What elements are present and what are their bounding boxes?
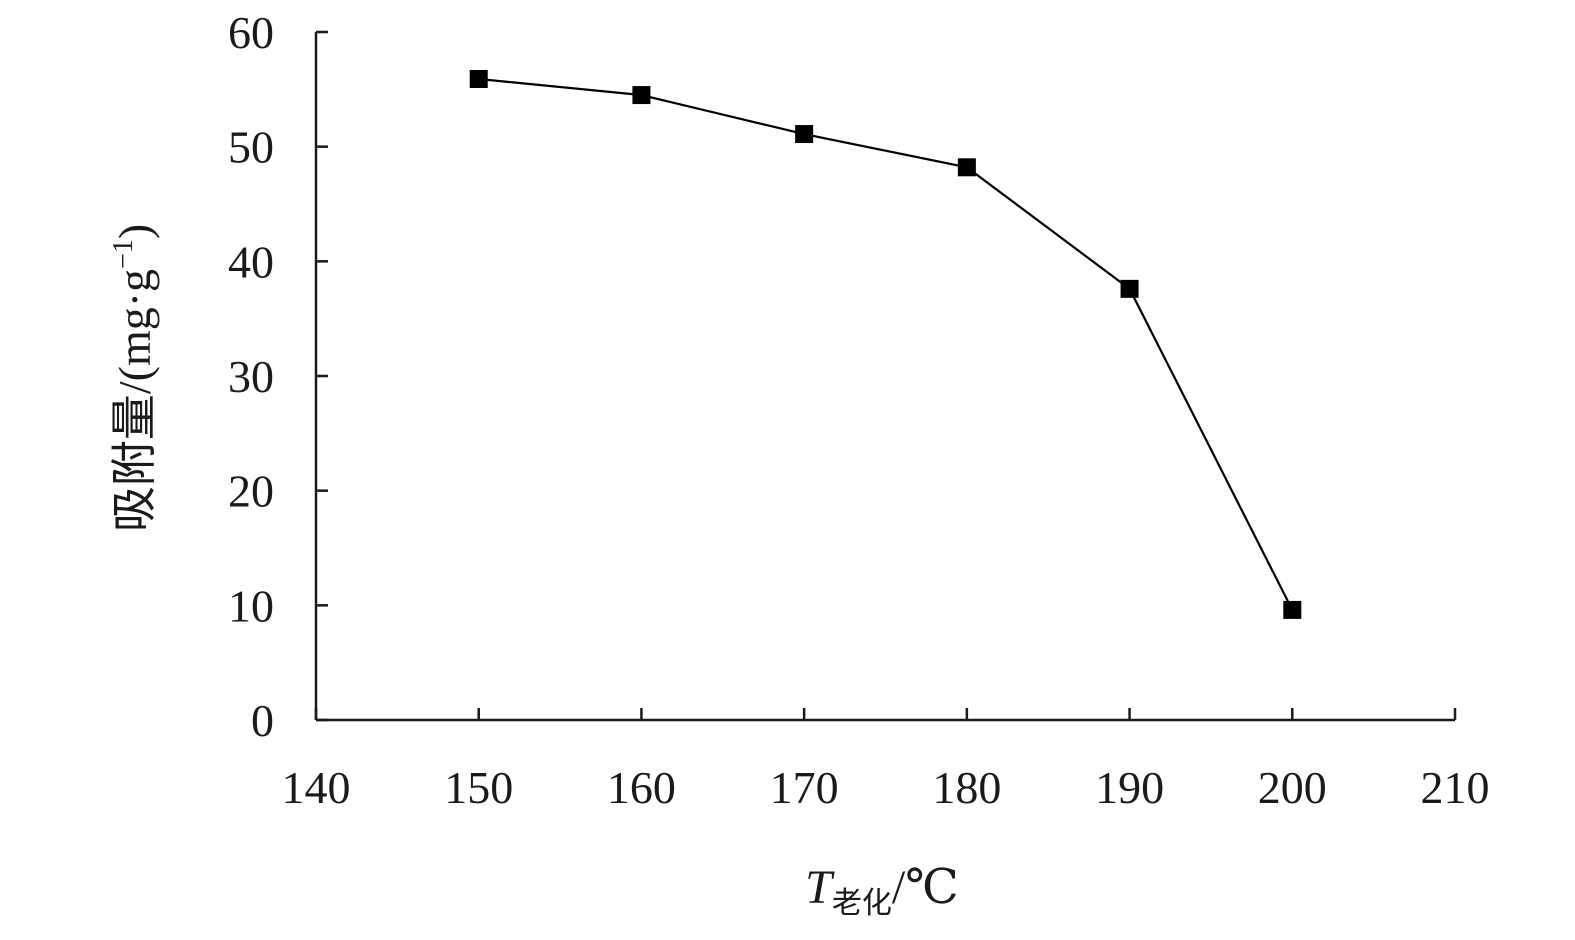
y-tick-label: 40 xyxy=(228,236,274,287)
data-point-marker xyxy=(1120,279,1139,298)
y-tick-label: 0 xyxy=(251,695,274,746)
y-tick-label: 30 xyxy=(228,351,274,402)
y-axis-label-exponent: −1 xyxy=(108,239,139,269)
x-tick-label: 160 xyxy=(607,762,676,813)
y-axis-label-close: ) xyxy=(109,224,160,239)
x-axis-label-unit: /℃ xyxy=(892,861,959,914)
series-layer xyxy=(469,70,1302,619)
y-ticks: 0 10 20 30 40 50 60 xyxy=(228,7,328,746)
data-point-marker xyxy=(957,158,976,177)
data-point-marker xyxy=(469,70,488,89)
x-tick-label: 140 xyxy=(282,762,351,813)
x-tick-label: 170 xyxy=(770,762,839,813)
x-ticks: 140 150 160 170 180 190 200 210 xyxy=(282,708,1490,813)
x-tick-label: 210 xyxy=(1421,762,1490,813)
data-point-marker xyxy=(632,86,651,105)
x-tick-label: 150 xyxy=(444,762,513,813)
x-axis-label-symbol: T xyxy=(805,861,835,914)
x-tick-label: 180 xyxy=(932,762,1001,813)
x-tick-label: 200 xyxy=(1258,762,1327,813)
x-tick-label: 190 xyxy=(1095,762,1164,813)
x-axis-label-subscript: 老化 xyxy=(832,887,892,920)
x-axis-label: T老化/℃ xyxy=(805,861,959,920)
data-point-marker xyxy=(795,125,814,144)
y-tick-label: 60 xyxy=(228,7,274,58)
y-axis-label: 吸附量/(mg·g−1) xyxy=(108,224,160,532)
data-point-marker xyxy=(1283,600,1302,619)
y-tick-label: 10 xyxy=(228,580,274,631)
series-line xyxy=(478,77,1294,611)
y-tick-label: 20 xyxy=(228,466,274,517)
y-axis-label-main: 吸附量/(mg·g xyxy=(109,269,160,532)
y-tick-label: 50 xyxy=(228,122,274,173)
